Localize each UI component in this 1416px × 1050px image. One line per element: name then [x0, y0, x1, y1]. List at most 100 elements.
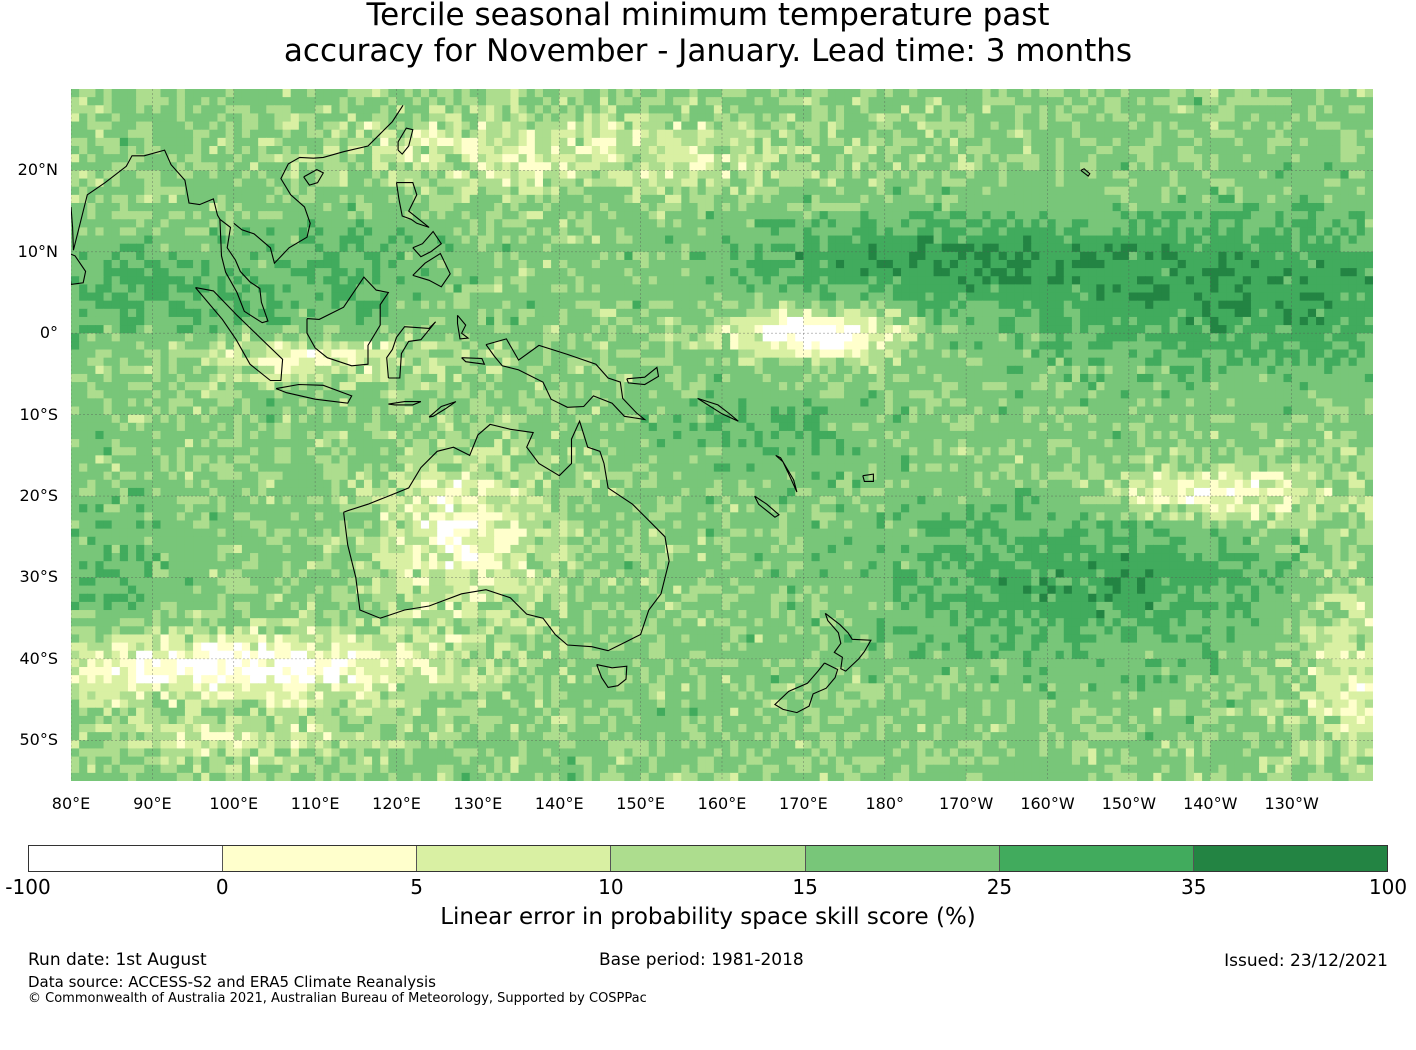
- heatmap-cell: [632, 227, 642, 237]
- heatmap-cell: [876, 178, 886, 188]
- heatmap-cell: [713, 129, 723, 139]
- heatmap-cell: [1332, 162, 1342, 172]
- heatmap-cell: [982, 129, 992, 139]
- heatmap-cell: [445, 145, 455, 155]
- heatmap-cell: [949, 227, 959, 237]
- heatmap-cell: [290, 178, 300, 188]
- heatmap-cell: [884, 227, 894, 237]
- heatmap-cell: [534, 137, 544, 147]
- heatmap-cell: [363, 268, 373, 277]
- heatmap-cell: [884, 202, 894, 212]
- heatmap-cell: [429, 292, 438, 302]
- heatmap-cell: [754, 333, 764, 342]
- heatmap-cell: [648, 268, 658, 277]
- heatmap-cell: [990, 202, 1000, 212]
- heatmap-cell: [1128, 202, 1138, 212]
- heatmap-cell: [957, 292, 967, 302]
- heatmap-cell: [339, 89, 349, 98]
- heatmap-cell: [298, 333, 308, 342]
- heatmap-cell: [1250, 259, 1260, 269]
- heatmap-cell: [917, 105, 927, 115]
- heatmap-cell: [697, 211, 707, 220]
- heatmap-cell: [656, 292, 666, 302]
- heatmap-cell: [640, 235, 650, 245]
- heatmap-cell: [1226, 162, 1236, 172]
- heatmap-cell: [193, 97, 202, 106]
- heatmap-cell: [1291, 178, 1301, 188]
- heatmap-cell: [494, 259, 503, 269]
- heatmap-cell: [1316, 162, 1325, 172]
- heatmap-cell: [990, 243, 1000, 253]
- heatmap-cell: [778, 211, 788, 220]
- heatmap-cell: [990, 97, 1000, 106]
- heatmap-cell: [1055, 186, 1065, 196]
- heatmap-cell: [87, 259, 97, 269]
- heatmap-cell: [274, 325, 284, 334]
- heatmap-cell: [526, 105, 536, 115]
- heatmap-cell: [477, 113, 487, 123]
- heatmap-cell: [835, 154, 845, 163]
- heatmap-cell: [1080, 170, 1089, 180]
- heatmap-cell: [591, 316, 601, 326]
- heatmap-cell: [1218, 97, 1228, 106]
- heatmap-cell: [787, 145, 796, 155]
- heatmap-cell: [787, 137, 796, 147]
- heatmap-cell: [1047, 145, 1057, 155]
- heatmap-cell: [1242, 276, 1252, 285]
- heatmap-cell: [1185, 300, 1195, 310]
- heatmap-cell: [844, 292, 853, 302]
- heatmap-cell: [835, 202, 845, 212]
- heatmap-cell: [1267, 227, 1276, 237]
- heatmap-cell: [1104, 325, 1114, 334]
- heatmap-cell: [933, 259, 943, 269]
- heatmap-cell: [697, 121, 707, 131]
- heatmap-cell: [144, 333, 153, 342]
- heatmap-cell: [608, 162, 617, 172]
- heatmap-cell: [168, 194, 178, 204]
- heatmap-cell: [1267, 251, 1276, 261]
- heatmap-cell: [144, 308, 153, 318]
- heatmap-cell: [250, 276, 259, 285]
- heatmap-cell: [502, 129, 512, 139]
- heatmap-cell: [559, 113, 568, 123]
- heatmap-cell: [551, 170, 560, 180]
- heatmap-cell: [901, 186, 910, 196]
- heatmap-cell: [1210, 170, 1219, 180]
- heatmap-cell: [1185, 137, 1195, 147]
- heatmap-cell: [1120, 268, 1130, 277]
- heatmap-cell: [1307, 268, 1317, 277]
- heatmap-cell: [705, 121, 715, 131]
- heatmap-cell: [998, 300, 1008, 310]
- heatmap-cell: [152, 170, 162, 180]
- heatmap-cell: [388, 186, 398, 196]
- heatmap-cell: [1291, 145, 1301, 155]
- heatmap-cell: [502, 276, 512, 285]
- heatmap-cell: [1055, 292, 1065, 302]
- heatmap-cell: [640, 284, 650, 294]
- heatmap-cell: [795, 121, 804, 131]
- heatmap-cell: [136, 89, 145, 98]
- heatmap-cell: [901, 154, 910, 163]
- heatmap-cell: [111, 113, 121, 123]
- heatmap-cell: [966, 178, 975, 188]
- heatmap-cell: [461, 105, 471, 115]
- heatmap-cell: [933, 211, 943, 220]
- heatmap-cell: [778, 105, 788, 115]
- heatmap-cell: [250, 211, 259, 220]
- heatmap-cell: [1218, 251, 1228, 261]
- heatmap-cell: [363, 251, 373, 261]
- heatmap-cell: [770, 89, 780, 98]
- heatmap-cell: [127, 113, 137, 123]
- heatmap-cell: [925, 194, 935, 204]
- heatmap-cell: [282, 259, 292, 269]
- heatmap-cell: [437, 308, 446, 318]
- heatmap-cell: [1275, 219, 1285, 228]
- heatmap-cell: [762, 178, 772, 188]
- heatmap-cell: [567, 235, 577, 245]
- heatmap-cell: [713, 235, 723, 245]
- heatmap-cell: [429, 211, 438, 220]
- heatmap-cell: [119, 105, 129, 115]
- heatmap-cell: [1250, 268, 1260, 277]
- heatmap-cell: [795, 227, 804, 237]
- heatmap-cell: [1210, 235, 1219, 245]
